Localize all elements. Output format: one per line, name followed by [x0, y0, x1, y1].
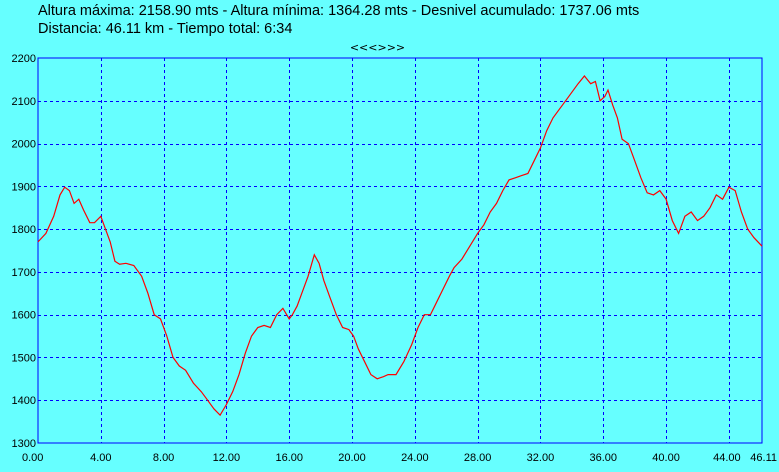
y-tick-label: 2200: [12, 53, 36, 65]
x-tick-label: 24.00: [401, 452, 429, 464]
y-tick-label: 1800: [12, 224, 36, 236]
x-tick-label: 12.00: [213, 452, 241, 464]
y-tick-label: 1500: [12, 352, 36, 364]
y-tick-label: 2100: [12, 96, 36, 108]
chart-grid: [38, 58, 762, 443]
chart-navigation-arrows[interactable]: <<<>>>: [349, 41, 406, 54]
x-tick-label: 4.00: [90, 452, 111, 464]
x-tick-label: 46.11: [750, 452, 777, 464]
y-tick-label: 1300: [12, 438, 36, 450]
y-tick-label: 1600: [12, 310, 36, 322]
chart-frame: [37, 57, 763, 444]
x-tick-label: 0.00: [22, 452, 43, 464]
stats-line-distance-time: Distancia: 46.11 km - Tiempo total: 6:34: [38, 21, 293, 37]
x-tick-label: 32.00: [527, 452, 555, 464]
stats-line-max-min-ascent: Altura máxima: 2158.90 mts - Altura míni…: [38, 3, 640, 19]
x-tick-label: 20.00: [338, 452, 366, 464]
y-tick-label: 1900: [12, 181, 36, 193]
x-tick-label: 16.00: [275, 452, 303, 464]
x-tick-label: 8.00: [153, 452, 174, 464]
y-tick-label: 2000: [12, 139, 36, 151]
x-tick-label: 28.00: [464, 452, 492, 464]
x-tick-label: 44.00: [713, 452, 741, 464]
y-tick-label: 1700: [12, 267, 36, 279]
x-axis-tick-labels: 0.00 4.00 8.00 12.00 16.00 20.00 24.00 28.00 32.…: [22, 452, 777, 464]
elevation-series-line: [37, 75, 763, 417]
y-axis-tick-labels: 1300 1400 1500 1600 1700 1800 1900 2000 2100 2200: [12, 53, 36, 450]
y-tick-label: 1400: [12, 395, 36, 407]
x-tick-label: 36.00: [589, 452, 617, 464]
x-tick-label: 40.00: [652, 452, 680, 464]
